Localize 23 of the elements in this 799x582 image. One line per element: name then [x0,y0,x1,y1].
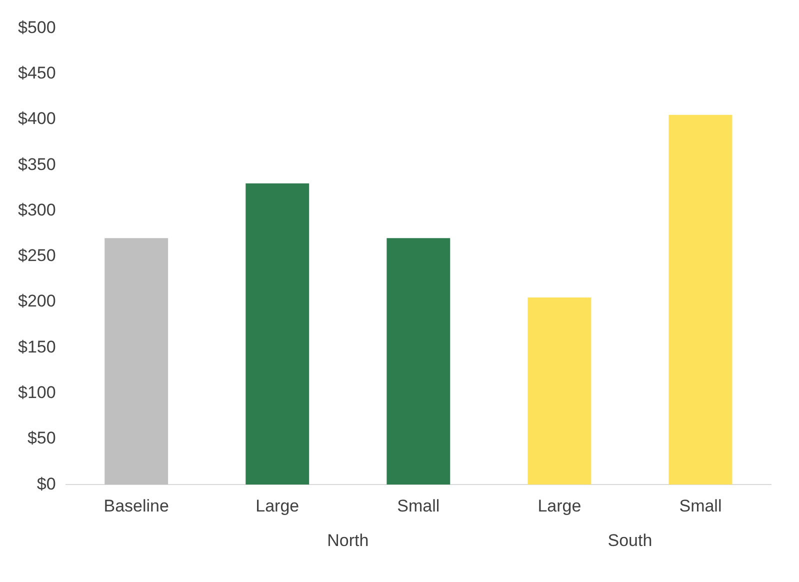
y-tick-label: $50 [27,428,56,448]
text: South [608,530,652,550]
text: North [327,530,369,550]
y-tick-label: $500 [18,18,56,37]
y-tick-label: $400 [18,109,56,128]
bar [104,238,168,485]
x-tick-label: Baseline [104,496,169,516]
bar [246,183,310,485]
y-tick-label: $200 [18,292,56,311]
x-tick-label: Small [397,496,440,516]
y-tick-label: $150 [18,337,56,356]
x-tick-label: Small [679,496,722,516]
x-tick-label: Large [256,496,300,516]
bar [386,238,450,485]
y-tick-label: $350 [18,154,56,174]
y-tick-label: $250 [18,246,56,266]
y-tick-label: $100 [18,383,56,402]
bar [528,297,592,485]
y-tick-label: $0 [36,474,56,494]
y-tick-label: $300 [18,200,56,220]
bar [668,114,732,485]
x-tick-label: Large [538,496,582,516]
y-tick-label: $450 [18,64,56,83]
